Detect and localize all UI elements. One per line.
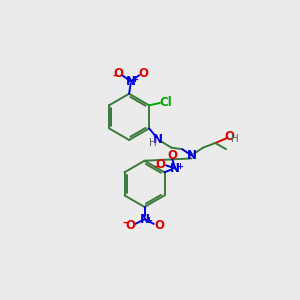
Text: +: + bbox=[131, 75, 138, 84]
Text: N: N bbox=[153, 134, 163, 146]
Text: O: O bbox=[167, 149, 177, 162]
Text: O: O bbox=[156, 158, 166, 171]
Text: -: - bbox=[112, 71, 117, 81]
Text: N: N bbox=[170, 162, 180, 175]
Text: O: O bbox=[113, 67, 123, 80]
Text: Cl: Cl bbox=[160, 96, 172, 109]
Text: +: + bbox=[176, 162, 183, 171]
Text: N: N bbox=[126, 75, 136, 88]
Text: O: O bbox=[154, 219, 164, 232]
Text: -: - bbox=[153, 162, 158, 172]
Text: O: O bbox=[224, 130, 234, 142]
Text: N: N bbox=[140, 213, 149, 226]
Text: +: + bbox=[145, 216, 152, 225]
Text: -: - bbox=[122, 218, 127, 228]
Text: O: O bbox=[138, 67, 148, 80]
Text: N: N bbox=[187, 149, 196, 162]
Text: H: H bbox=[149, 138, 157, 148]
Text: O: O bbox=[125, 219, 135, 232]
Text: H: H bbox=[232, 134, 239, 144]
